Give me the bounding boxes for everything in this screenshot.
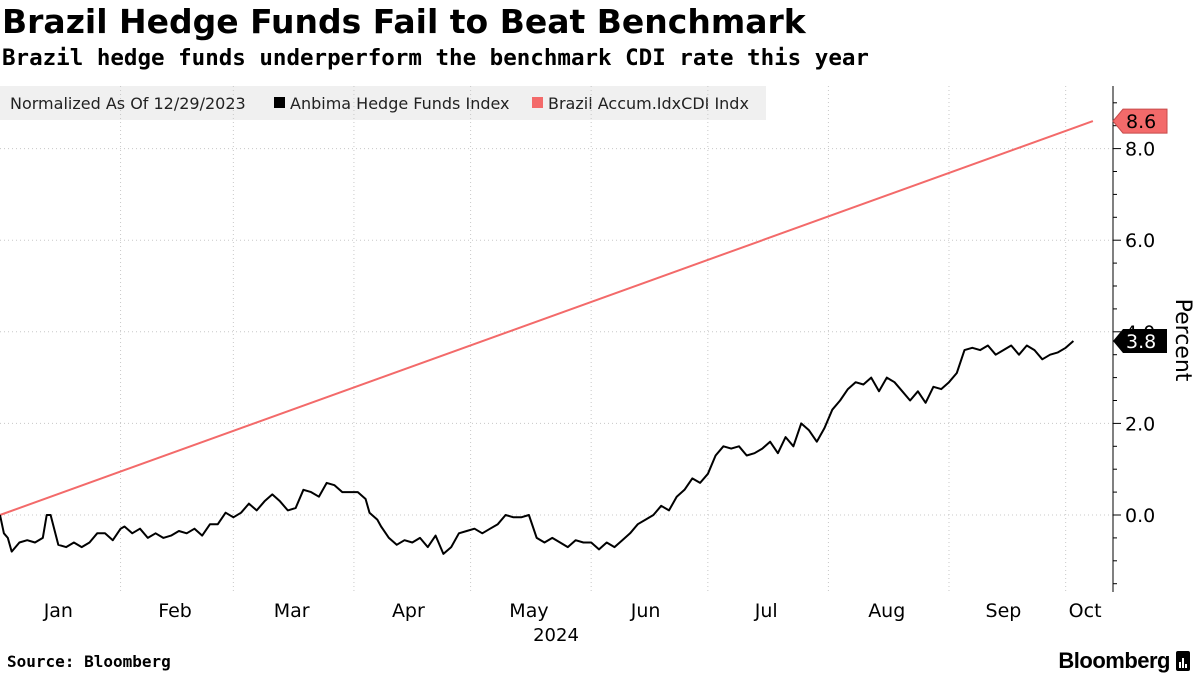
brand-name: Bloomberg	[1058, 648, 1170, 673]
x-tick-label: Aug	[868, 600, 905, 622]
brand-logo: Bloomberg	[1058, 648, 1190, 674]
legend-label-cdi: Brazil Accum.IdxCDI Indx	[548, 94, 749, 113]
x-tick-label: Sep	[986, 600, 1022, 622]
bar-chart-icon	[1176, 651, 1190, 671]
legend-swatch-cdi	[532, 97, 543, 108]
badge-cdi-value: 8.6	[1126, 111, 1156, 133]
y-tick-label: 6.0	[1125, 230, 1155, 252]
series-lines	[0, 120, 1094, 555]
x-tick-label: Jan	[43, 600, 73, 622]
badge-cdi-shape	[1112, 108, 1168, 134]
badge-hedge-funds-shape	[1113, 328, 1167, 353]
x-tick-label: Feb	[158, 600, 192, 622]
x-tick-label: Oct	[1069, 600, 1102, 622]
y-tick-label: 8.0	[1125, 139, 1155, 161]
y-tick-label: 0.0	[1125, 505, 1155, 527]
x-tick-label: Apr	[392, 600, 425, 622]
x-axis-year-label: 2024	[533, 625, 579, 646]
series-line-cdi	[0, 120, 1094, 516]
y-tick-label: 2.0	[1125, 413, 1155, 435]
y-axis-ticks: 0.02.04.06.08.0	[1113, 102, 1155, 585]
source-note: Source: Bloomberg	[7, 652, 171, 671]
x-tick-label: May	[509, 600, 548, 622]
badge-hedge-funds: 3.8	[1113, 328, 1167, 353]
chart-subtitle: Brazil hedge funds underperform the benc…	[2, 45, 869, 71]
legend-header: Normalized As Of 12/29/2023	[10, 94, 246, 113]
legend-label-hedge-funds: Anbima Hedge Funds Index	[290, 94, 510, 113]
x-tick-label: Jul	[754, 600, 778, 622]
x-axis-labels: Jan Feb Mar Apr May Jun Jul Aug Sep Oct	[43, 600, 1102, 622]
x-tick-label: Jun	[630, 600, 661, 622]
chart-title: Brazil Hedge Funds Fail to Beat Benchmar…	[2, 2, 806, 41]
y-axis-label: Percent	[1170, 299, 1195, 382]
badge-hedge-funds-value: 3.8	[1126, 331, 1156, 353]
legend-box	[0, 86, 766, 120]
legend-swatch-hedge-funds	[274, 97, 285, 108]
badge-cdi: 8.6	[1112, 108, 1168, 134]
x-tick-label: Mar	[274, 600, 310, 622]
y-gridlines	[0, 148, 1113, 516]
series-line-hedge-funds	[0, 340, 1075, 555]
x-gridlines	[120, 86, 1067, 592]
